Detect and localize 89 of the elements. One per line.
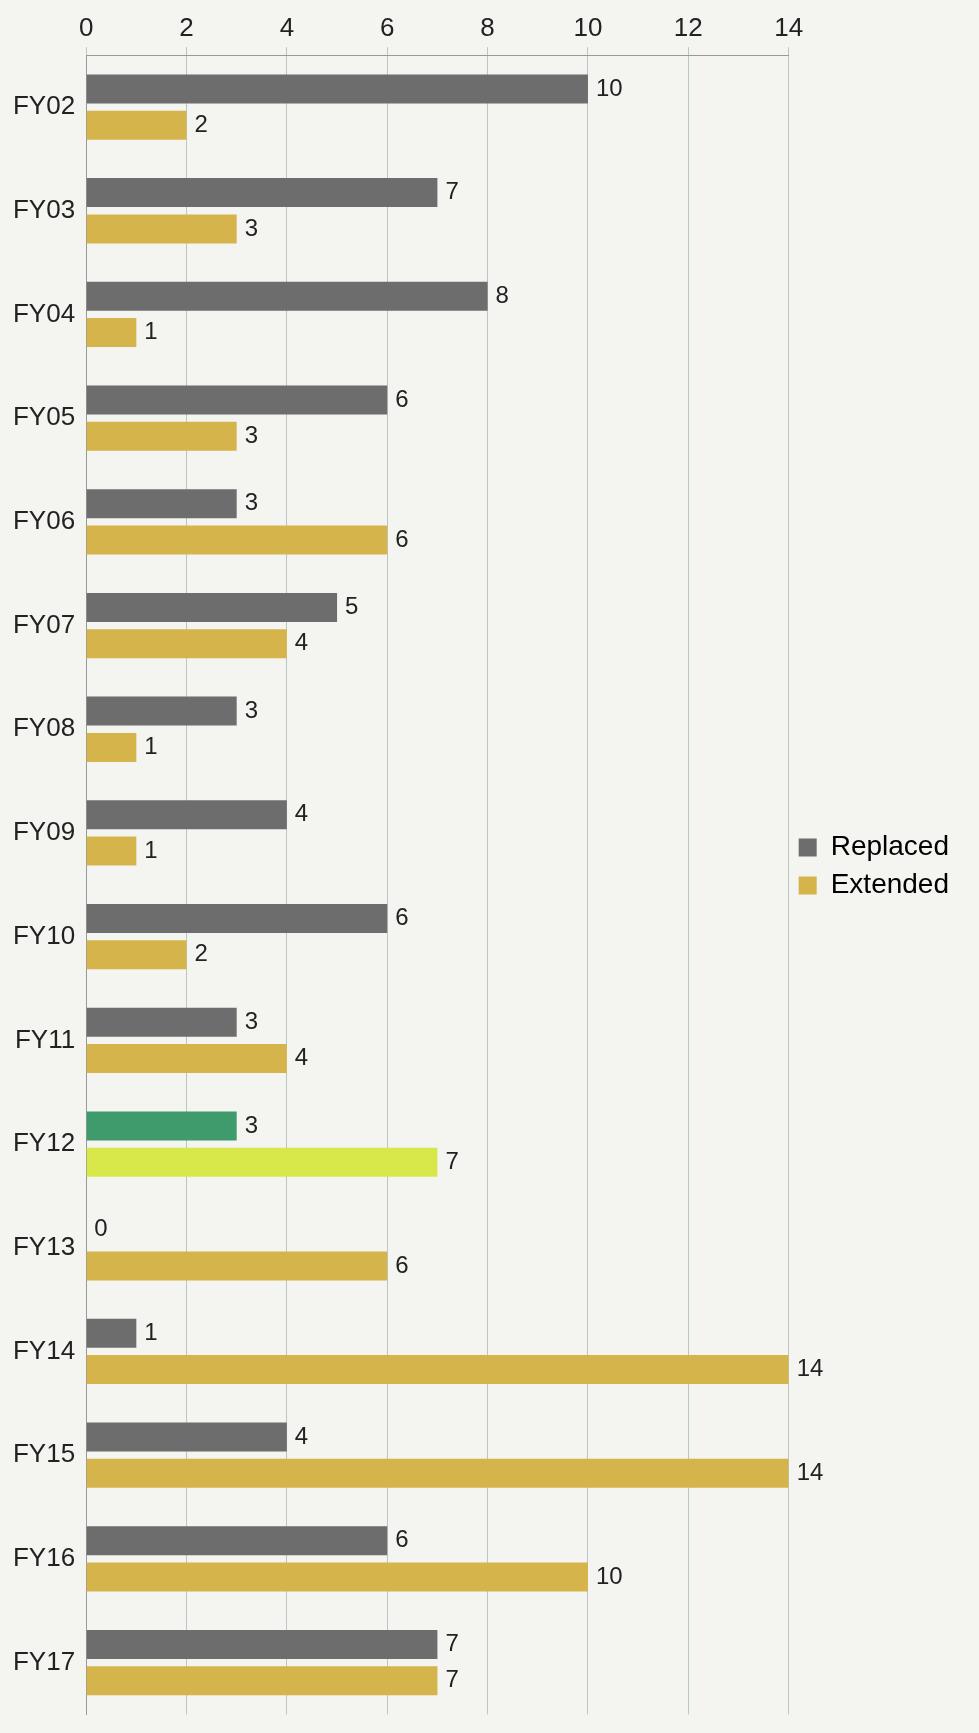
bar — [86, 1422, 287, 1452]
bar — [86, 1629, 438, 1659]
data-label: 3 — [244, 488, 259, 516]
y-tick-label: FY08 — [12, 712, 76, 743]
data-label: 3 — [244, 1110, 259, 1138]
data-label: 6 — [395, 1250, 409, 1278]
data-label: 0 — [94, 1214, 108, 1242]
bar — [86, 1147, 438, 1177]
bar — [86, 110, 187, 140]
x-tick-label: 4 — [279, 11, 295, 42]
y-tick-label: FY03 — [12, 193, 76, 224]
y-tick-label: FY07 — [12, 608, 76, 639]
data-label: 1 — [144, 835, 158, 863]
bar — [86, 525, 388, 555]
y-tick-label: FY11 — [14, 1023, 76, 1054]
bar — [86, 1355, 789, 1385]
data-label: 8 — [495, 280, 509, 308]
y-tick-label: FY10 — [12, 919, 76, 950]
data-label: 4 — [294, 799, 309, 827]
bar — [86, 281, 488, 311]
y-tick-label: FY06 — [12, 505, 76, 536]
data-label: 1 — [144, 317, 158, 345]
bar — [86, 1043, 287, 1074]
bar — [86, 178, 438, 208]
legend-label: Replaced — [830, 830, 949, 862]
bar — [86, 1251, 388, 1281]
y-tick-label: FY04 — [12, 297, 76, 328]
y-tick-label: FY15 — [12, 1438, 76, 1469]
bar — [86, 1562, 588, 1592]
data-label: 14 — [796, 1457, 824, 1485]
data-label: 6 — [395, 384, 409, 412]
bar — [86, 421, 237, 451]
bar — [86, 1666, 438, 1696]
x-tick-label: 10 — [573, 11, 603, 42]
bar — [86, 836, 137, 866]
data-label: 4 — [294, 1421, 309, 1449]
x-tick-label: 14 — [774, 11, 804, 42]
data-label: 10 — [595, 73, 623, 101]
data-label: 3 — [244, 213, 259, 241]
data-label: 2 — [194, 939, 208, 967]
bar — [86, 489, 237, 519]
legend-label: Extended — [830, 868, 950, 900]
data-label: 6 — [395, 1525, 409, 1553]
y-tick-label: FY14 — [12, 1334, 76, 1365]
bar — [86, 732, 137, 762]
data-label: 3 — [244, 695, 259, 723]
y-tick-label: FY05 — [12, 401, 76, 432]
data-label: 4 — [294, 628, 309, 656]
bar — [86, 1111, 237, 1141]
data-label: 1 — [144, 1317, 158, 1345]
data-label: 3 — [244, 1006, 259, 1034]
data-label: 10 — [595, 1561, 623, 1589]
data-label: 7 — [445, 177, 459, 205]
y-tick-label: FY12 — [12, 1127, 76, 1158]
y-tick-label: FY17 — [12, 1645, 76, 1676]
data-label: 6 — [395, 524, 409, 552]
bar — [86, 1007, 237, 1037]
data-label: 7 — [445, 1629, 459, 1657]
bar — [86, 696, 237, 726]
bar — [86, 940, 187, 970]
bar — [86, 1318, 137, 1348]
data-label: 2 — [194, 109, 208, 137]
data-label: 3 — [244, 420, 259, 448]
bar — [86, 800, 287, 830]
data-label: 6 — [395, 903, 409, 931]
x-tick-label: 6 — [380, 11, 395, 42]
bar — [86, 903, 388, 934]
x-tick-label: 8 — [480, 11, 495, 42]
data-label: 1 — [144, 732, 158, 760]
y-tick-label: FY16 — [12, 1542, 76, 1573]
bar — [86, 629, 287, 659]
bar — [86, 318, 137, 348]
data-label: 7 — [445, 1146, 459, 1174]
x-tick-label: 2 — [179, 11, 194, 42]
bar — [86, 74, 588, 104]
bar — [86, 1458, 789, 1488]
data-label: 4 — [294, 1043, 309, 1071]
bar — [86, 1526, 388, 1556]
y-tick-label: FY09 — [12, 816, 76, 847]
y-tick-label: FY02 — [12, 90, 76, 121]
bar — [86, 214, 237, 244]
bar — [86, 385, 388, 415]
data-label: 5 — [345, 592, 359, 620]
x-tick-label: 12 — [673, 11, 703, 42]
data-label: 14 — [796, 1354, 824, 1382]
x-tick-label: 0 — [78, 11, 94, 42]
y-tick-label: FY13 — [12, 1230, 76, 1261]
bar — [86, 592, 338, 622]
data-label: 7 — [445, 1665, 459, 1693]
